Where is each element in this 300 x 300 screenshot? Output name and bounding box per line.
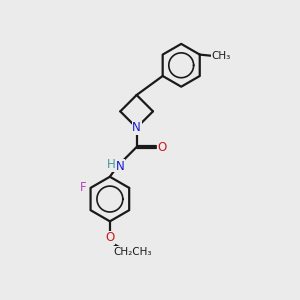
Text: N: N — [132, 121, 141, 134]
Text: CH₂CH₃: CH₂CH₃ — [113, 247, 152, 256]
Text: F: F — [80, 181, 86, 194]
Text: N: N — [116, 160, 125, 173]
Text: H: H — [106, 158, 115, 171]
Text: O: O — [158, 140, 167, 154]
Text: CH₃: CH₃ — [212, 51, 231, 61]
Text: O: O — [105, 232, 115, 244]
